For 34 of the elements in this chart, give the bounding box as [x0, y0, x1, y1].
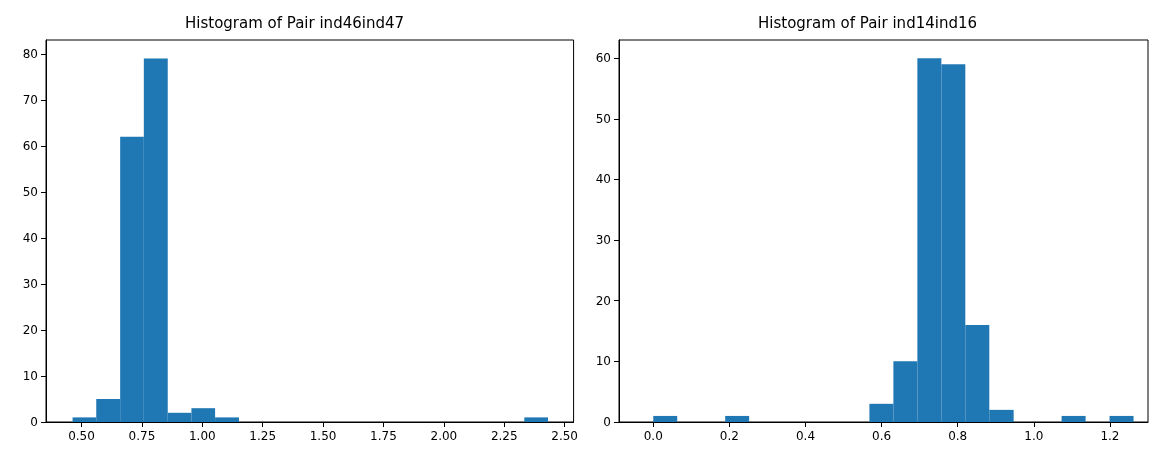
- x-tick-label: 0.50: [68, 429, 95, 443]
- y-tick-label: 60: [595, 51, 611, 66]
- y-tick-label: 60: [22, 138, 38, 153]
- y-tick-label: 50: [595, 111, 611, 126]
- y-tick-label: 0: [30, 415, 38, 429]
- chart-title: Histogram of Pair ind46ind47: [184, 13, 405, 32]
- chart-title: Histogram of Pair ind14ind16: [757, 13, 978, 32]
- x-tick-label: 1.25: [249, 429, 277, 443]
- y-tick-label: 40: [22, 230, 38, 245]
- y-tick-label: 20: [22, 322, 38, 337]
- x-tick-label: 0.8: [948, 429, 968, 443]
- y-tick-label: 30: [595, 233, 611, 248]
- x-tick-label: 2.50: [551, 429, 578, 443]
- x-tick-label: 0.6: [872, 429, 892, 443]
- y-tick-label: 10: [595, 354, 611, 369]
- y-tick-label: 80: [22, 46, 38, 61]
- y-tick-label: 50: [22, 184, 38, 199]
- x-tick-label: 2.00: [430, 429, 458, 443]
- x-tick-label: 1.50: [309, 429, 337, 443]
- y-tick-label: 40: [595, 172, 611, 187]
- x-tick-label: 0.2: [719, 429, 739, 443]
- y-tick-label: 20: [595, 293, 611, 308]
- x-tick-label: 1.2: [1100, 429, 1120, 443]
- y-tick-label: 30: [22, 276, 38, 291]
- x-tick-label: 0.4: [795, 429, 816, 443]
- x-tick-label: 1.75: [370, 429, 397, 443]
- y-tick-label: 70: [22, 92, 38, 107]
- x-tick-label: 1.00: [188, 429, 216, 443]
- y-tick-label: 10: [22, 368, 38, 383]
- x-tick-label: 0.0: [643, 429, 663, 443]
- x-tick-label: 2.25: [490, 429, 518, 443]
- x-tick-label: 0.75: [128, 429, 156, 443]
- x-tick-label: 1.0: [1024, 429, 1044, 443]
- y-tick-label: 0: [603, 415, 611, 429]
